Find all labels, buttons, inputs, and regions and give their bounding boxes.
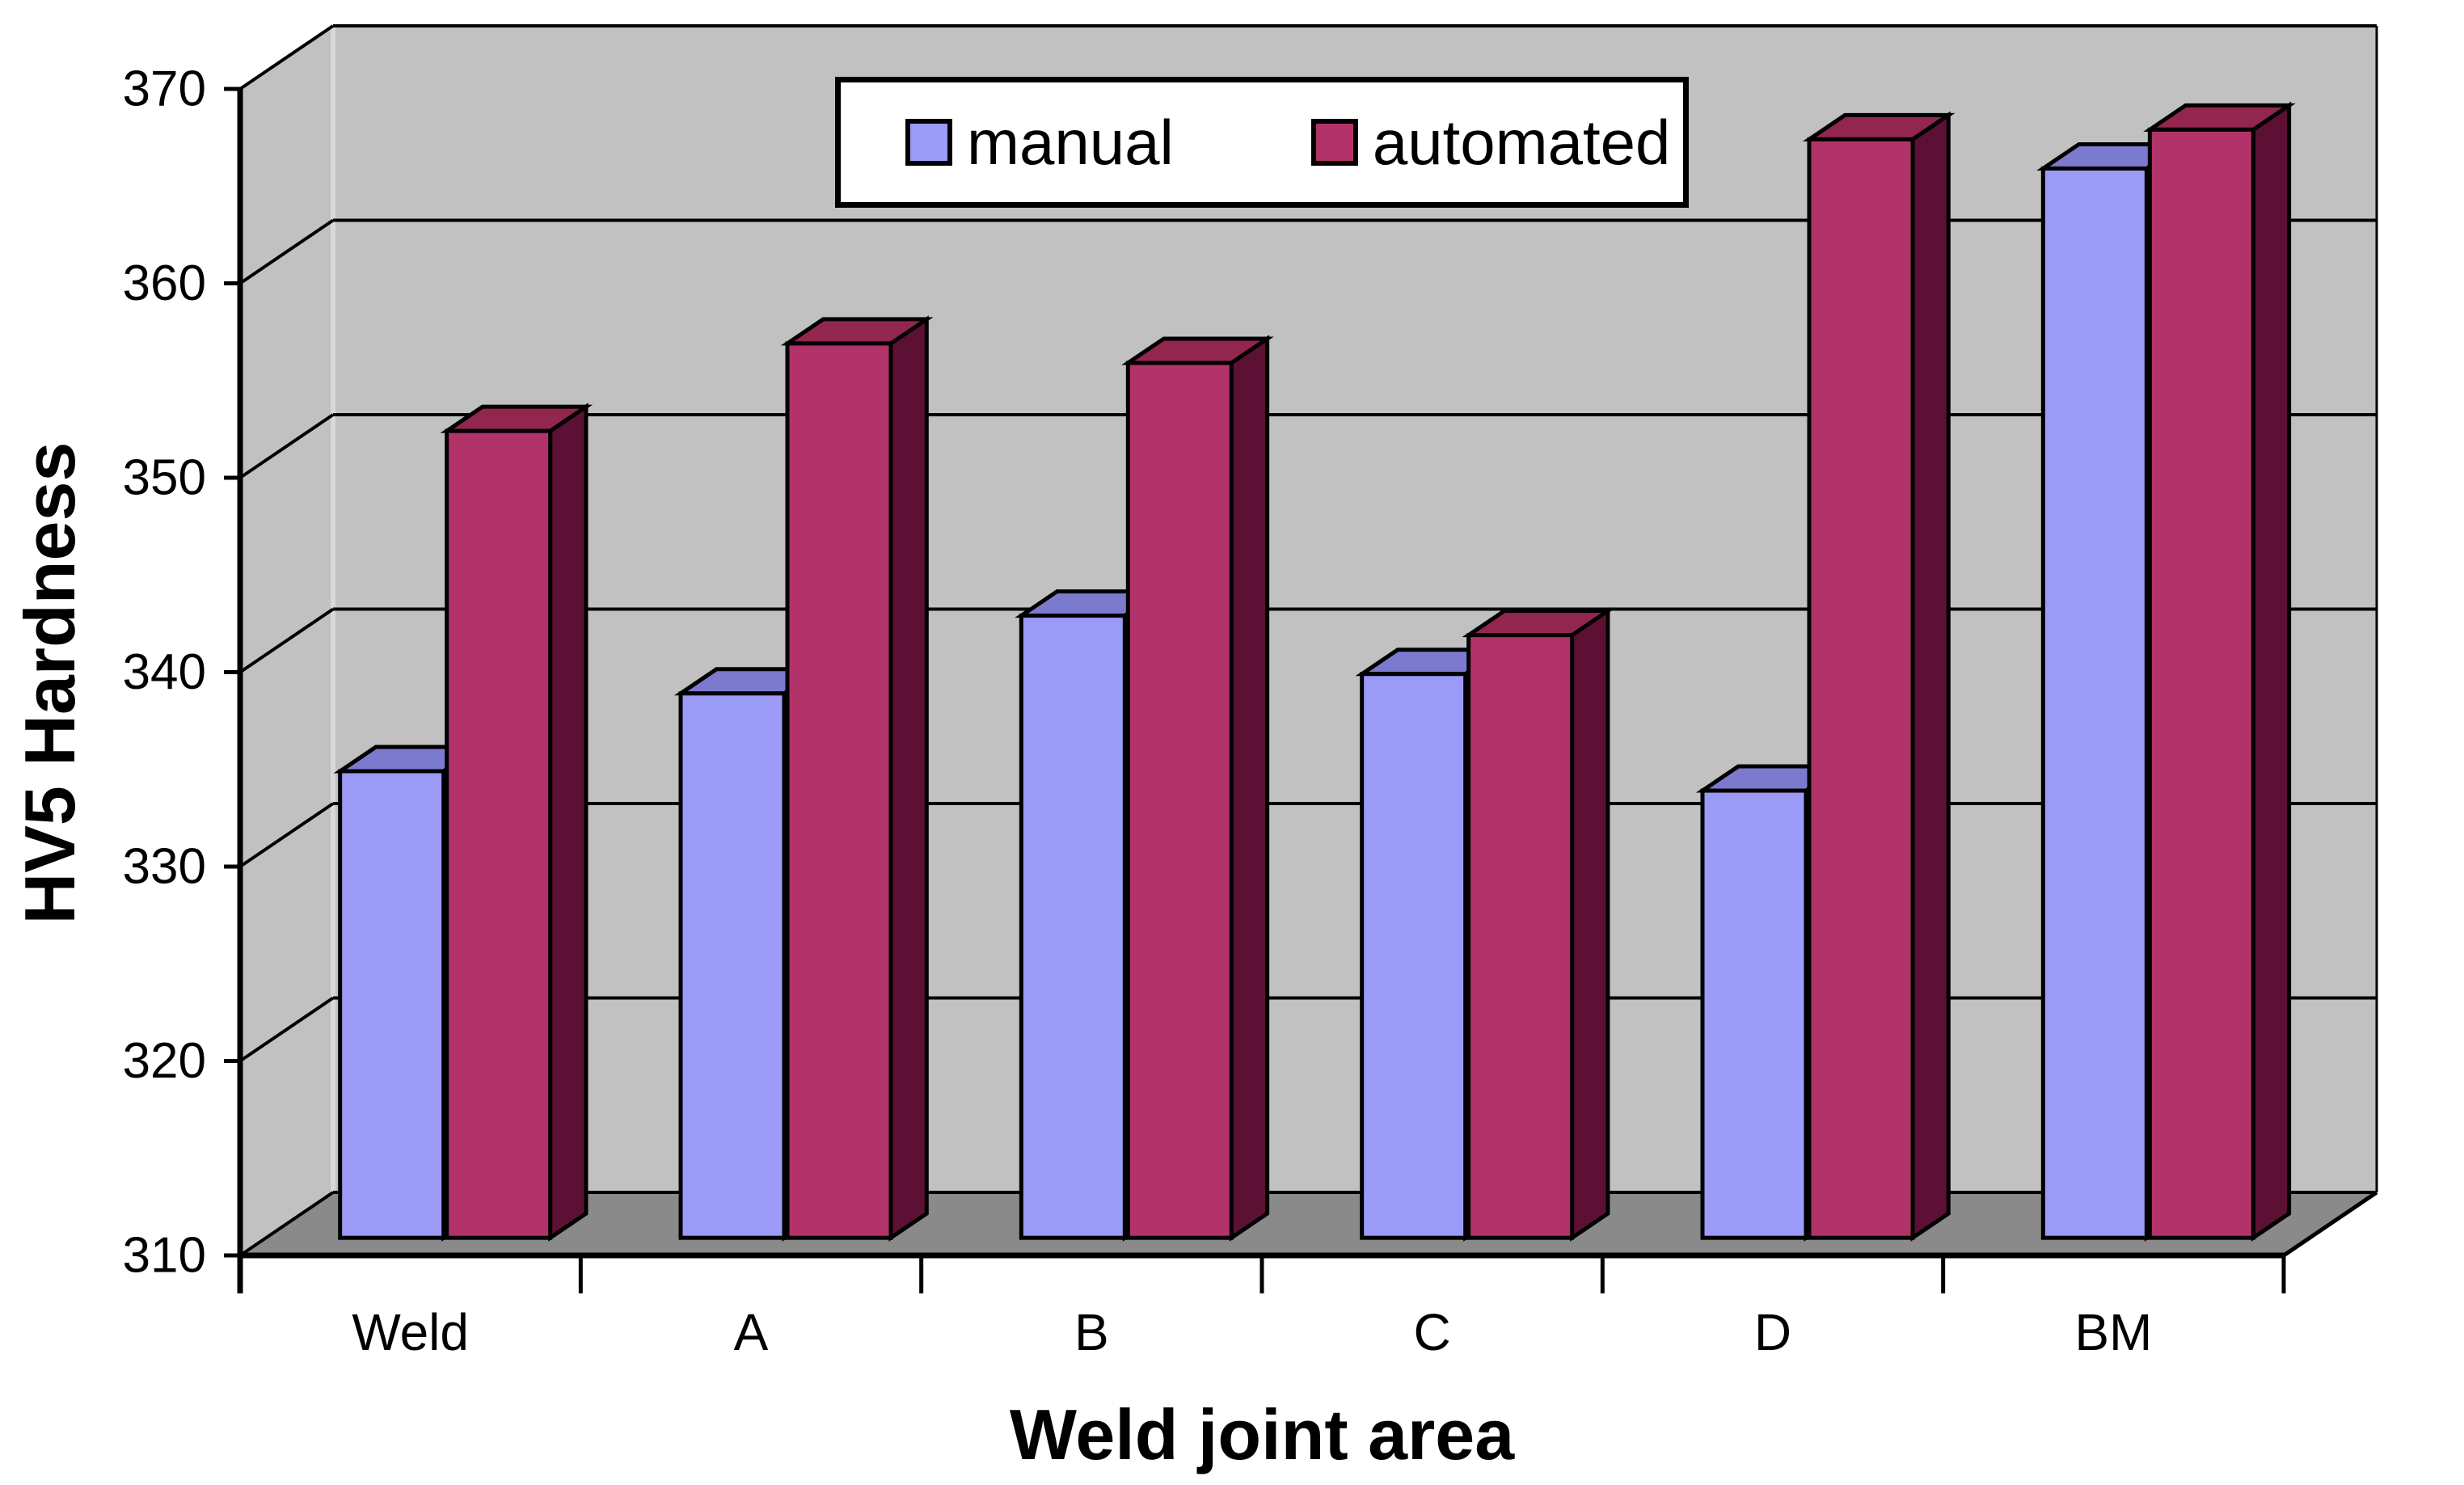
bar-manual-c [1360, 672, 1468, 1240]
bar-automated-d [1807, 137, 1915, 1240]
y-tick-label-330: 330 [123, 839, 206, 895]
gridline-depth-connector-360 [238, 218, 335, 285]
gridline-depth-connector-330 [238, 802, 335, 868]
bar-automated-a [785, 341, 893, 1240]
gridline-depth-connector-350 [238, 413, 335, 479]
x-category-label-weld: Weld [352, 1303, 469, 1361]
gridline-depth-connector-310 [238, 1191, 335, 1257]
y-axis-title: HV5 Hardness [10, 441, 90, 925]
x-category-label-c: C [1414, 1303, 1451, 1361]
legend-swatch-manual-icon [905, 119, 952, 166]
y-tick-label-320: 320 [123, 1033, 206, 1089]
gridline-depth-connector-370 [238, 24, 335, 91]
bar-automated-bm-side [2251, 101, 2292, 1242]
bar-automated-weld-side [548, 403, 589, 1242]
legend-item-manual: manual [905, 106, 1174, 179]
x-category-label-a: A [734, 1303, 769, 1361]
bar-automated-b-side [1229, 335, 1270, 1242]
bar-automated-d-side [1910, 111, 1951, 1242]
x-category-label-bm: BM [2074, 1303, 2152, 1361]
y-tick-label-370: 370 [123, 61, 206, 117]
legend: manual automated [835, 77, 1689, 208]
bar-automated-b [1125, 361, 1234, 1240]
legend-label-manual: manual [967, 106, 1174, 178]
bar-manual-bm [2040, 166, 2149, 1240]
bar-automated-c [1466, 633, 1575, 1240]
bar-manual-b [1019, 614, 1127, 1240]
bar-automated-c-side [1570, 606, 1610, 1242]
bar-manual-a [678, 691, 787, 1240]
gridline-depth-connector-320 [238, 996, 335, 1063]
x-axis-title: Weld joint area [1009, 1394, 1515, 1474]
x-category-label-d: D [1754, 1303, 1791, 1361]
bar-manual-weld [338, 769, 446, 1240]
bar-automated-a-side [888, 315, 929, 1242]
gridline-depth-connector-340 [238, 607, 335, 674]
bar-automated-bm [2147, 127, 2255, 1240]
bar-manual-d [1700, 788, 1808, 1240]
y-tick-label-310: 310 [123, 1228, 206, 1284]
y-tick-label-360: 360 [123, 255, 206, 311]
y-tick-label-340: 340 [123, 644, 206, 700]
floor-right-edge [2282, 1190, 2378, 1258]
legend-label-automated: automated [1372, 106, 1671, 178]
legend-swatch-automated-icon [1310, 119, 1358, 166]
y-tick-label-350: 350 [123, 450, 206, 506]
x-category-label-b: B [1074, 1303, 1109, 1361]
bar-automated-weld [445, 428, 553, 1240]
legend-item-automated: automated [1310, 106, 1671, 179]
